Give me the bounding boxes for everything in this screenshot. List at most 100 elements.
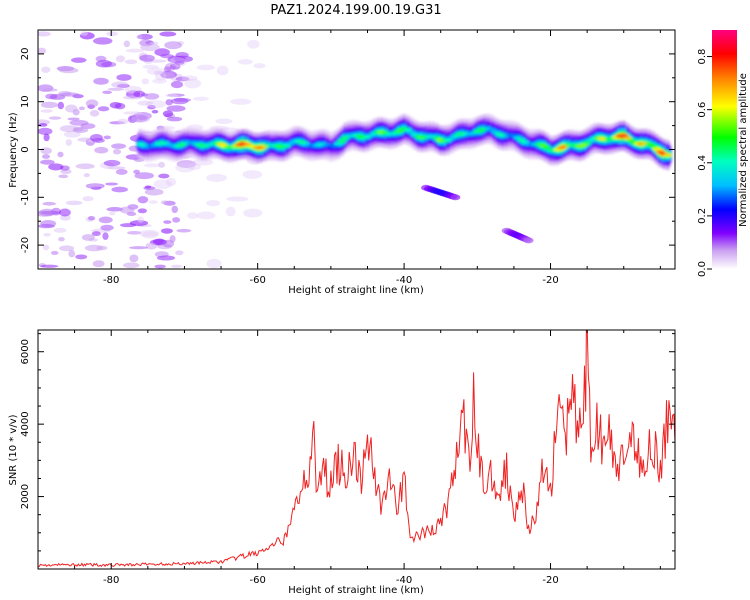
- heatmap-speckle: [237, 59, 253, 65]
- heatmap-speckle: [59, 245, 75, 252]
- heatmap-speckle: [160, 54, 174, 59]
- heatmap-speckle: [141, 78, 150, 85]
- heatmap-speckle: [57, 151, 64, 158]
- heatmap-ridge-cell: [619, 134, 629, 138]
- heatmap-speckle: [134, 172, 154, 180]
- heatmap-speckle: [59, 208, 71, 217]
- snr-frame: [37, 329, 676, 570]
- heatmap-speckle: [145, 100, 167, 109]
- heatmap-ridge-cell: [286, 141, 296, 145]
- heatmap-speckle: [124, 59, 138, 65]
- heatmap-speckle: [136, 34, 143, 39]
- colorbar-tick-label: 0.4: [697, 155, 708, 171]
- heatmap-speckle: [175, 250, 184, 256]
- heatmap-ridge-cell: [582, 141, 592, 145]
- heatmap-speckle: [165, 177, 177, 187]
- heatmap-speckle: [187, 212, 199, 219]
- heatmap-speckle: [111, 186, 128, 193]
- heatmap-speckle: [137, 196, 149, 204]
- heatmap-speckle: [41, 88, 58, 92]
- heatmap-speckle: [100, 224, 114, 231]
- heatmap-speckle: [112, 149, 122, 155]
- y-tick-label: -10: [20, 189, 31, 205]
- heatmap-speckle: [40, 147, 52, 155]
- heatmap-speckle: [148, 200, 158, 204]
- heatmap-speckle: [102, 232, 109, 240]
- heatmap-speckle: [93, 37, 113, 45]
- heatmap-speckle: [187, 163, 201, 171]
- heatmap-feature: [450, 194, 461, 201]
- heatmap-speckle: [151, 109, 159, 114]
- heatmap-speckle: [108, 211, 116, 216]
- heatmap-speckle: [82, 196, 94, 202]
- heatmap-speckle: [196, 64, 216, 71]
- heatmap-speckle: [149, 59, 167, 63]
- heatmap-speckle: [216, 65, 229, 76]
- snr-x-label: Height of straight line (km): [288, 585, 424, 596]
- heatmap-speckle: [40, 219, 57, 228]
- heatmap-ridge-cell: [432, 136, 442, 140]
- heatmap-speckle: [152, 78, 167, 84]
- colorbar-axis: 0.0 0.2 0.4 0.6 0.8: [697, 49, 712, 277]
- heatmap-speckle: [86, 184, 102, 188]
- heatmap-speckle: [169, 57, 187, 67]
- heatmap-speckle: [97, 106, 110, 112]
- colorbar-tick-label: 0.2: [697, 208, 708, 224]
- heatmap-ridge-cell: [542, 146, 552, 150]
- heatmap-speckle: [106, 207, 124, 212]
- heatmap-speckle: [163, 66, 172, 72]
- snr-panel: -80 -60 -40 -20 2000 4000 6000 Height of strai…: [8, 329, 676, 596]
- heatmap-speckle: [58, 174, 69, 179]
- heatmap-speckle: [133, 169, 141, 175]
- heatmap-speckle: [42, 154, 51, 159]
- heatmap-speckle: [171, 205, 178, 214]
- heatmap-ridge-cell: [538, 144, 548, 148]
- heatmap-speckle: [137, 100, 154, 106]
- heatmap-speckle: [175, 162, 196, 173]
- snr-series-line: [38, 330, 675, 568]
- heatmap-speckle: [123, 40, 131, 48]
- heatmap-speckle: [133, 90, 146, 98]
- heatmap-ridge-cell: [403, 128, 413, 132]
- heatmap-speckle: [53, 227, 67, 233]
- heatmap-speckle: [122, 262, 140, 269]
- heatmap-speckle: [38, 31, 51, 37]
- heatmap-speckle: [143, 163, 161, 168]
- heatmap-speckle: [166, 116, 183, 122]
- heatmap-speckle: [68, 249, 76, 258]
- heatmap-speckle: [162, 110, 174, 118]
- x-tick-label: -60: [249, 275, 265, 286]
- heatmap-speckle: [59, 214, 71, 221]
- heatmap-ridge-cell: [652, 147, 662, 151]
- heatmap-speckle: [176, 160, 197, 168]
- heatmap-speckle: [119, 206, 135, 214]
- heatmap-speckle: [242, 170, 263, 179]
- heatmap-speckle: [127, 230, 142, 235]
- heatmap-speckle: [137, 216, 144, 223]
- heatmap-speckle: [85, 99, 99, 108]
- heatmap-speckle: [125, 48, 145, 53]
- heatmap-ridge-cell: [578, 143, 588, 147]
- heatmap-speckle: [165, 93, 179, 98]
- heatmap-speckle: [78, 106, 85, 111]
- x-tick-label: -20: [542, 275, 558, 286]
- heatmap-speckle: [156, 255, 176, 261]
- heatmap-speckle: [71, 57, 87, 63]
- heatmap-speckle: [58, 237, 65, 242]
- heatmap-speckle: [243, 208, 263, 218]
- heatmap-speckle: [87, 216, 96, 221]
- heatmap-speckle: [38, 47, 47, 55]
- heatmap-speckle: [75, 254, 88, 260]
- heatmap-speckle: [40, 101, 58, 108]
- heatmap-speckle: [175, 52, 189, 59]
- heatmap-speckle: [146, 67, 165, 76]
- heatmap-speckle: [117, 118, 129, 125]
- heatmap-speckle: [144, 185, 152, 189]
- heatmap-speckle: [226, 196, 249, 202]
- heatmap-speckle: [247, 39, 260, 49]
- heatmap-speckle: [65, 200, 83, 206]
- snr-axes: -80 -60 -40 -20 2000 4000 6000: [20, 330, 675, 586]
- heatmap-speckle: [138, 229, 160, 237]
- heatmap-speckle: [158, 161, 166, 168]
- heatmap-ridge-cell: [491, 130, 501, 134]
